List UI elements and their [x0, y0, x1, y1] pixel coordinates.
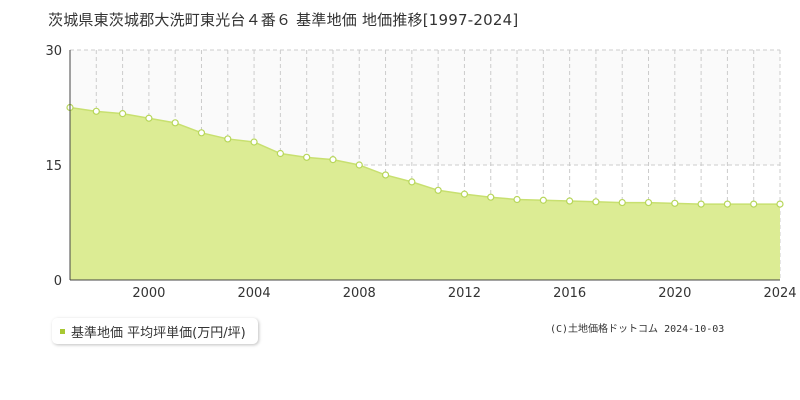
data-point [408, 178, 416, 186]
data-point [671, 199, 679, 207]
data-point [224, 135, 232, 143]
data-point [434, 186, 442, 194]
x-tick-label: 2000 [132, 286, 165, 301]
data-point [171, 119, 179, 127]
data-point [513, 195, 521, 204]
x-tick-label: 2024 [763, 286, 796, 301]
data-point [197, 129, 206, 137]
legend-label: 基準地価 平均坪単価(万円/坪) [71, 325, 246, 341]
data-point [381, 171, 390, 179]
data-point [92, 107, 100, 115]
data-point [697, 200, 705, 208]
y-tick-label: 30 [45, 44, 62, 59]
data-point [145, 114, 153, 122]
data-point [566, 197, 574, 205]
x-tick-label: 2012 [448, 286, 481, 301]
data-point [276, 149, 284, 158]
data-point [776, 200, 784, 208]
data-point [460, 190, 469, 198]
y-tick-label: 0 [54, 274, 62, 289]
copyright-text: (C)土地価格ドットコム 2024-10-03 [550, 324, 725, 335]
data-point [592, 198, 600, 206]
series-area [70, 107, 780, 280]
data-point [355, 161, 363, 169]
data-point [118, 110, 127, 118]
series-line [69, 106, 780, 205]
data-point [487, 193, 495, 201]
data-point [303, 153, 311, 161]
data-point [723, 200, 732, 208]
data-point [329, 156, 337, 164]
x-tick-label: 2020 [658, 286, 691, 301]
x-tick-label: 2016 [553, 286, 586, 301]
data-point [618, 198, 626, 207]
data-point [750, 200, 758, 208]
data-point [539, 196, 547, 204]
x-tick-label: 2008 [343, 286, 376, 301]
legend-marker [60, 328, 65, 334]
chart-legend: 基準地価 平均坪単価(万円/坪) [52, 318, 258, 344]
x-tick-label: 2004 [238, 286, 271, 301]
y-tick-label: 15 [45, 159, 62, 174]
data-point [644, 198, 653, 207]
chart-title: 茨城県東茨城郡大洗町東光台４番６ 基準地価 地価推移[1997-2024] [48, 11, 519, 29]
data-point [250, 138, 258, 146]
